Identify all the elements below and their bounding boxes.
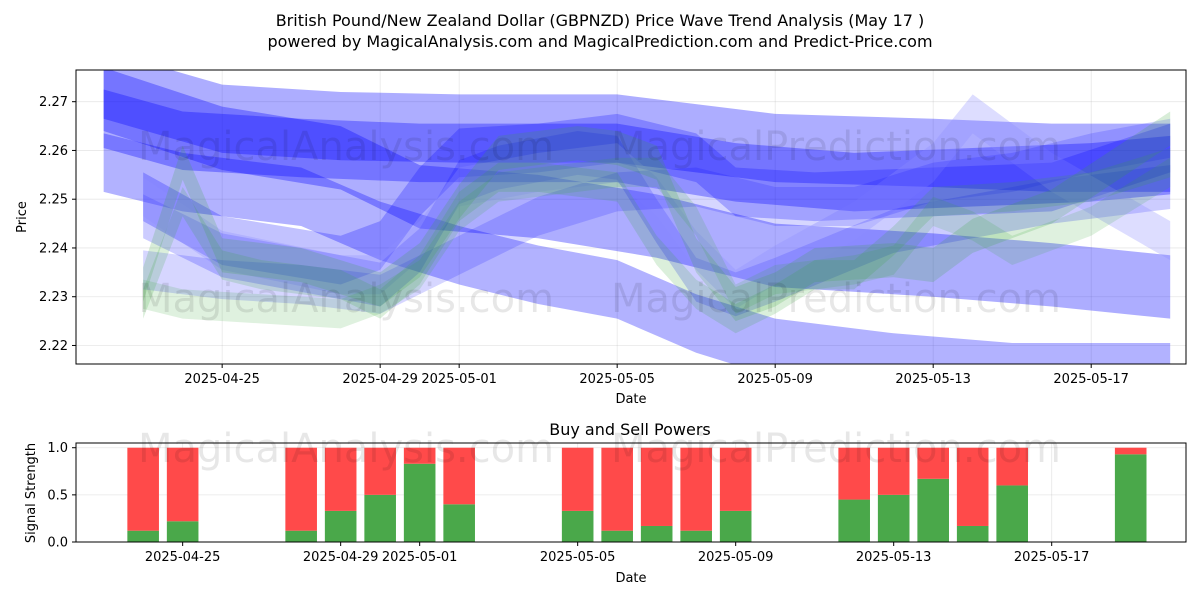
sell-bar	[838, 447, 870, 500]
blue-wave-7-band	[143, 94, 1171, 309]
price-plot-frame	[75, 69, 1187, 365]
signal-x-tick-label: 2025-05-09	[698, 550, 774, 565]
buy-bar	[403, 463, 436, 542]
buy-bar	[956, 525, 989, 542]
price-x-tick-label: 2025-05-17	[1053, 372, 1129, 387]
sell-bar	[324, 447, 357, 511]
signal-y-axis-ticks: 0.0 0.5 1.0	[47, 441, 76, 551]
watermark-prediction-mid: MagicalPrediction.com	[611, 276, 1061, 322]
buy-bar	[838, 499, 870, 542]
price-y-tick-label: 2.27	[39, 95, 68, 110]
blue-wave-8-band	[143, 118, 1171, 314]
price-x-tick-label: 2025-05-09	[737, 372, 813, 387]
price-x-axis-ticks: 2025-04-25 2025-04-29 2025-05-01 2025-05-05…	[184, 364, 1129, 387]
buy-bar	[285, 530, 317, 542]
price-x-tick-label: 2025-05-05	[579, 372, 655, 387]
sell-bar	[640, 447, 673, 526]
price-x-tick-label: 2025-05-01	[421, 372, 497, 387]
price-y-tick-label: 2.25	[39, 193, 68, 208]
figure-title: British Pound/New Zealand Dollar (GBPNZD…	[276, 11, 925, 30]
blue-wave-1-band	[103, 70, 1171, 192]
watermark-analysis-top: MagicalAnalysis.com	[138, 124, 554, 170]
price-y-axis-label: Price	[15, 201, 30, 233]
buy-bar	[1114, 454, 1147, 542]
signal-x-axis-ticks: 2025-04-25 2025-04-29 2025-05-01 2025-05-05…	[145, 542, 1090, 565]
watermark-prediction-bottom: MagicalPrediction.com	[611, 426, 1061, 472]
buy-sell-title: Buy and Sell Powers	[549, 420, 711, 439]
signal-plot-frame	[75, 442, 1187, 543]
signal-bars	[127, 447, 1147, 542]
sell-bar	[364, 447, 396, 495]
sell-bar	[956, 447, 989, 526]
price-y-tick-label: 2.22	[39, 339, 68, 354]
signal-y-axis-label: Signal Strength	[24, 443, 39, 543]
blue-wave-2-band	[103, 70, 1171, 319]
price-wave-chart: MagicalAnalysis.com MagicalPrediction.co…	[15, 69, 1187, 407]
signal-y-tick-label: 0.5	[47, 488, 68, 503]
sell-bar	[561, 447, 594, 511]
green-wave-3-band	[143, 157, 1171, 329]
sell-bar	[1114, 447, 1147, 455]
watermark-analysis-mid: MagicalAnalysis.com	[138, 276, 554, 322]
buy-bar	[640, 525, 673, 542]
signal-x-tick-label: 2025-05-17	[1014, 550, 1090, 565]
buy-bar	[680, 530, 712, 542]
sell-bar	[166, 447, 199, 522]
sell-bar	[443, 447, 475, 505]
sell-bar	[996, 447, 1028, 486]
sell-bar	[285, 447, 317, 531]
watermark-prediction-top: MagicalPrediction.com	[611, 124, 1061, 170]
price-y-tick-label: 2.26	[39, 144, 68, 159]
buy-bar	[166, 521, 199, 542]
price-x-tick-label: 2025-05-13	[895, 372, 971, 387]
green-wave-1-band	[143, 111, 1171, 322]
green-wave-2-band	[143, 148, 1171, 334]
sell-bar	[719, 447, 752, 511]
sell-bar	[403, 447, 436, 464]
buy-bar	[324, 510, 357, 542]
price-wave-bands	[103, 70, 1171, 364]
price-x-tick-label: 2025-04-25	[184, 372, 260, 387]
figure-subtitle: powered by MagicalAnalysis.com and Magic…	[267, 32, 932, 51]
blue-wave-3-band	[103, 89, 1171, 212]
signal-x-tick-label: 2025-05-05	[540, 550, 616, 565]
price-y-tick-label: 2.23	[39, 290, 68, 305]
signal-x-tick-label: 2025-05-13	[856, 550, 932, 565]
sell-bar	[917, 447, 949, 479]
price-x-axis-label: Date	[615, 392, 646, 407]
price-gridlines	[76, 70, 1186, 364]
blue-wave-5-band	[143, 113, 1171, 285]
price-wave-layer	[103, 70, 1171, 364]
sell-bar	[680, 447, 712, 531]
buy-bar	[877, 494, 910, 542]
buy-bar	[443, 504, 475, 542]
price-y-tick-label: 2.24	[39, 241, 68, 256]
buy-bar	[996, 485, 1028, 542]
sell-bar	[601, 447, 633, 531]
blue-wave-6-band	[143, 130, 1171, 317]
sell-bar	[877, 447, 910, 495]
buy-bar	[719, 510, 752, 542]
signal-y-tick-label: 1.0	[47, 441, 68, 456]
price-y-axis-ticks: 2.22 2.23 2.24 2.25 2.26 2.27	[39, 95, 76, 354]
signal-x-tick-label: 2025-05-01	[382, 550, 458, 565]
buy-bar	[917, 478, 949, 542]
watermark-analysis-bottom: MagicalAnalysis.com	[138, 426, 554, 472]
buy-bar	[561, 510, 594, 542]
price-x-tick-label: 2025-04-29	[342, 372, 418, 387]
signal-x-tick-label: 2025-04-25	[145, 550, 221, 565]
blue-wave-4-band	[103, 133, 1171, 364]
price-plot-background	[76, 70, 1186, 364]
sell-bar	[127, 447, 159, 531]
signal-x-tick-label: 2025-04-29	[303, 550, 379, 565]
buy-sell-chart: Buy and Sell Powers MagicalAnalysis.com …	[24, 420, 1187, 586]
buy-bar	[601, 530, 633, 542]
signal-y-tick-label: 0.0	[47, 536, 68, 551]
signal-x-axis-label: Date	[615, 571, 646, 586]
buy-bar	[127, 530, 159, 542]
buy-bar	[364, 494, 396, 542]
